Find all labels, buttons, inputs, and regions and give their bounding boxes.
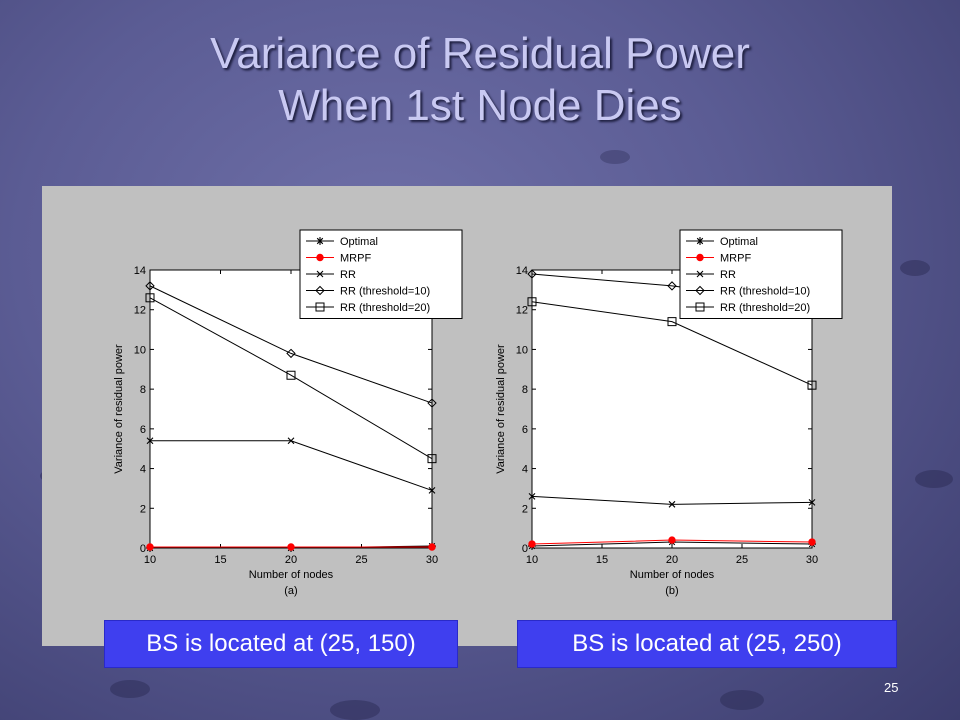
y-tick-label: 0 [522,543,528,555]
data-point-mrpf [428,543,436,551]
x-tick-label: 15 [214,554,226,566]
x-axis-label: Number of nodes [249,569,334,581]
y-tick-label: 14 [516,265,528,277]
data-point-rr [428,487,436,494]
bs-location-label-left: BS is located at (25, 150) [104,620,458,668]
data-point-rr-threshold-20 [427,454,437,464]
legend-swatch-marker [316,237,324,245]
legend-swatch-marker [696,237,704,245]
background-dot [900,260,930,276]
legend-swatch-marker [695,302,705,312]
legend-swatch-marker [316,253,324,262]
x-tick-label: 25 [736,554,748,566]
x-tick-label: 30 [806,554,818,566]
y-tick-label: 0 [140,543,146,555]
page-number: 25 [884,680,899,695]
data-point-rr [287,437,295,445]
data-point-rr-threshold-20 [527,297,537,307]
legend-swatch-marker [696,270,704,278]
data-point-rr-threshold-10 [527,269,537,279]
legend-entry: RR (threshold=10) [720,286,810,298]
legend-swatch-marker [315,302,325,312]
x-tick-label: 30 [426,554,438,566]
series-line-rr-threshold-20 [531,301,813,386]
y-tick-label: 4 [522,464,528,476]
data-point-mrpf [146,543,154,551]
series-line-rr-threshold-20 [149,297,433,460]
y-axis-label: Variance of residual power [495,344,507,474]
x-tick-label: 10 [526,554,538,566]
title-line-1: Variance of Residual Power [210,29,750,78]
legend: Optimal MRPF RR RR (threshold=10) RR (thresh… [299,229,463,319]
x-tick-label: 20 [285,554,297,566]
chart-caption: (a) [284,585,297,597]
data-point-rr-threshold-20 [145,293,155,303]
data-point-rr-threshold-10 [427,398,437,408]
legend-entry: Optimal [720,236,758,248]
data-point-rr-threshold-20 [286,370,296,380]
figure-panel: 10 15 20 25 30 0 2 4 6 8 10 12 14 Number of nodes Vari… [42,186,892,646]
series-line-rr-threshold-10 [149,285,433,404]
data-point-rr-threshold-10 [286,348,296,359]
y-tick-label: 12 [134,305,146,317]
bs-location-label-right: BS is located at (25, 250) [517,620,897,668]
background-dot [915,470,953,488]
chart-a: 10 15 20 25 30 0 2 4 6 8 10 12 14 Number of nodes Vari… [113,229,463,597]
data-point-mrpf [287,543,295,551]
y-tick-label: 8 [522,384,528,396]
data-point-mrpf [808,538,816,546]
chart-caption: (b) [665,585,678,597]
data-point-rr-threshold-20 [667,317,677,327]
data-point-rr [668,500,676,508]
legend-swatch-marker [695,285,705,296]
legend-swatch-marker [316,270,324,278]
y-tick-label: 10 [134,344,146,356]
data-point-rr-threshold-10 [667,281,677,291]
y-tick-label: 14 [134,265,146,277]
y-tick-label: 6 [522,424,528,436]
x-tick-label: 20 [666,554,678,566]
y-tick-label: 2 [140,503,146,515]
y-tick-label: 6 [140,424,146,436]
x-tick-label: 25 [355,554,367,566]
legend-entry: RR (threshold=20) [340,302,430,314]
legend-entry: RR [720,269,736,281]
y-tick-label: 10 [516,344,528,356]
y-axis-label: Variance of residual power [113,344,125,474]
background-dot [600,150,630,164]
legend-entry: RR [340,269,356,281]
data-point-mrpf [528,540,536,548]
data-point-mrpf [668,536,676,544]
legend-entry: MRPF [340,253,371,265]
legend-swatch-marker [315,285,325,296]
legend: Optimal MRPF RR RR (threshold=10) RR (thresh… [679,229,843,319]
slide-title: Variance of Residual Power When 1st Node… [0,28,960,132]
legend-entry: RR (threshold=20) [720,302,810,314]
legend-entry: Optimal [340,236,378,248]
legend-entry: RR (threshold=10) [340,286,430,298]
data-point-rr [808,498,816,506]
x-axis-label: Number of nodes [630,569,715,581]
y-tick-label: 4 [140,464,146,476]
background-dot [110,680,150,698]
data-point-rr-threshold-10 [145,281,155,291]
background-dot [720,690,764,710]
legend-swatch-marker [696,253,704,262]
chart-b: 10 15 20 25 30 0 2 4 6 8 10 12 14 Number of nodes Vari… [495,229,843,597]
title-line-2: When 1st Node Dies [278,81,682,130]
y-tick-label: 12 [516,305,528,317]
y-tick-label: 2 [522,503,528,515]
x-tick-label: 15 [596,554,608,566]
y-tick-label: 8 [140,384,146,396]
data-point-rr [528,492,536,500]
data-point-rr-threshold-20 [807,380,817,390]
background-dot [330,700,380,720]
legend-entry: MRPF [720,253,751,265]
x-tick-label: 10 [144,554,156,566]
data-point-rr [146,437,154,445]
